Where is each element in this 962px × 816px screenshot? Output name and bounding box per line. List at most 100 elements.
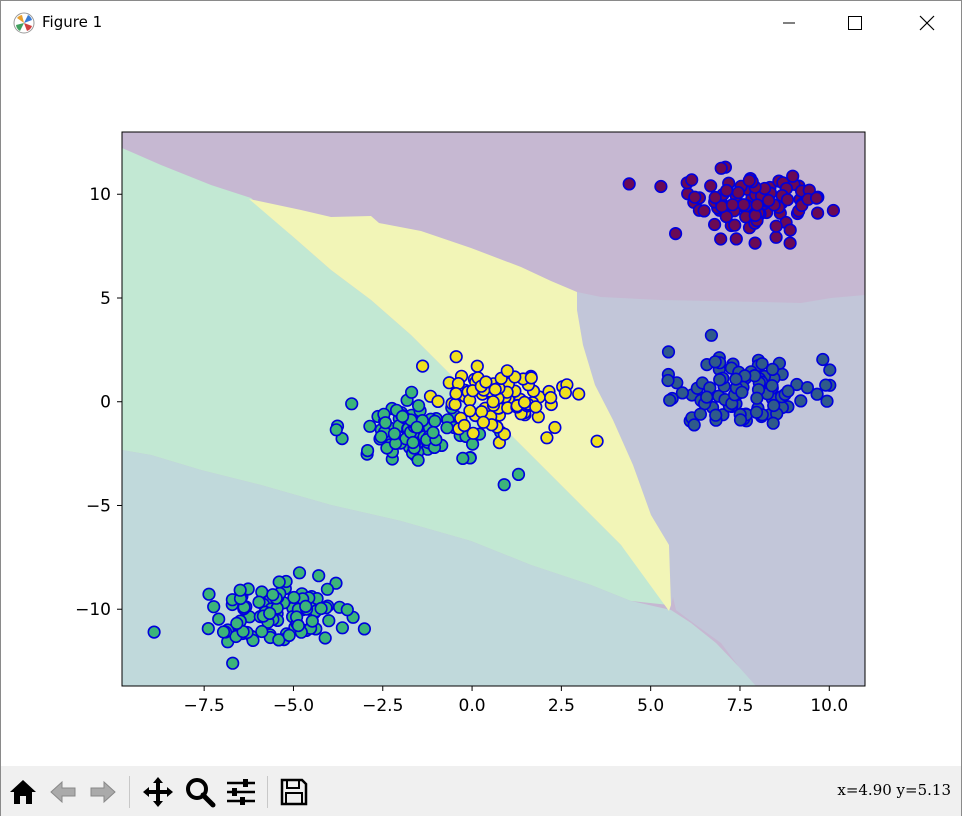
arrow-right-icon [90,780,116,804]
data-point [704,179,718,193]
data-point [675,386,690,400]
data-point [783,223,797,237]
data-point [449,387,463,401]
figure-canvas[interactable]: −7.5 −5.0 −2.5 0.0 2.5 5.0 7.5 10.0 −10 −5 0 5 10 [1,45,961,765]
data-point [529,400,543,414]
scatter-chart[interactable]: −7.5 −5.0 −2.5 0.0 2.5 5.0 7.5 10.0 −10 −5 0 5 10 [1,45,961,765]
x-tick-label: 7.5 [726,696,753,716]
data-point [731,186,745,200]
configure-subplots-button[interactable] [223,774,259,810]
data-point [769,230,783,244]
data-point [708,190,722,205]
minimize-button[interactable] [757,1,821,45]
data-point [765,379,779,393]
data-point [572,387,586,401]
window-title: Figure 1 [42,13,103,31]
arrow-left-icon [50,780,76,804]
save-button[interactable] [276,774,312,810]
data-point [322,614,336,628]
data-point [590,434,604,448]
data-point [312,569,326,583]
data-point [749,405,764,419]
y-tick-label: −10 [75,600,111,620]
data-point [475,405,489,419]
data-point [663,393,677,407]
data-point [320,582,335,596]
data-point [781,384,795,398]
data-point [305,614,319,628]
data-point [748,236,762,250]
data-point [729,232,743,246]
data-point [410,420,424,434]
data-point [426,425,440,440]
move-icon [143,777,173,807]
cursor-coordinates: x=4.90 y=5.13 [837,781,951,799]
sliders-icon [227,779,255,805]
data-point [661,345,676,359]
data-point [357,622,372,636]
data-point [147,625,161,639]
data-point [780,193,795,207]
data-point [719,183,734,198]
region-yellow [249,199,671,611]
data-point [708,355,722,369]
data-point [299,599,313,614]
data-point [282,628,296,643]
data-point [755,357,769,371]
close-button[interactable] [895,1,959,45]
data-point [470,359,484,373]
data-point [714,232,728,246]
data-point [823,363,837,377]
data-point [216,625,231,639]
data-point [230,616,244,631]
data-point [733,413,748,427]
data-point [713,373,727,387]
x-tick-label: −7.5 [184,696,225,716]
maximize-button[interactable] [823,1,887,45]
data-point [622,177,636,191]
pan-button[interactable] [140,774,176,810]
forward-button[interactable] [85,774,121,810]
data-point [524,371,538,385]
data-point [729,372,743,386]
data-point [252,595,266,609]
data-point [340,603,354,617]
data-point [287,590,301,605]
x-tick-label: −2.5 [362,696,403,716]
data-point [412,399,426,413]
y-tick-label: −5 [86,496,111,516]
zoom-button[interactable] [182,774,218,810]
data-point [688,190,702,204]
data-point [479,375,493,389]
home-icon [10,780,36,804]
data-point [292,566,307,580]
back-button[interactable] [45,774,81,810]
x-tick-label: −5.0 [273,696,314,716]
data-points [147,160,841,670]
data-point [263,606,277,621]
data-point [668,227,683,241]
data-point [704,328,719,342]
data-point [697,204,711,218]
data-point [207,600,221,614]
home-button[interactable] [5,774,41,810]
data-point [654,179,668,194]
data-point [345,397,359,411]
data-point [428,414,442,428]
data-point [233,583,247,597]
data-point [826,203,841,218]
x-tick-label: 0.0 [459,696,486,716]
data-point [765,362,780,377]
data-point [405,385,419,399]
toolbar-separator [267,776,268,808]
data-point [476,415,491,429]
data-point [687,418,701,432]
minimize-icon [783,22,795,24]
data-point [517,395,532,410]
data-point [786,169,800,183]
data-point [212,612,226,626]
data-point [202,587,216,601]
data-point [457,418,471,433]
plot-frame [121,131,866,687]
